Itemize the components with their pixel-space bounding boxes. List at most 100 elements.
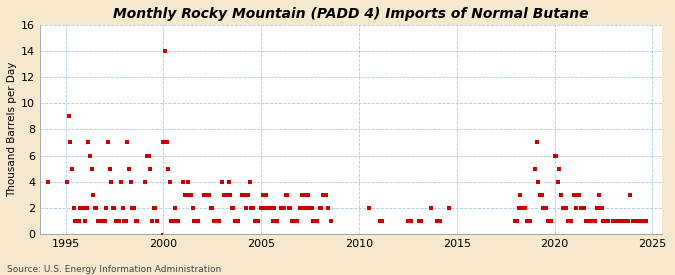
Point <box>570 206 581 210</box>
Point <box>616 219 627 223</box>
Point <box>622 219 633 223</box>
Point <box>319 192 330 197</box>
Point <box>103 140 113 145</box>
Point <box>522 219 533 223</box>
Point <box>432 219 443 223</box>
Point <box>120 219 131 223</box>
Point <box>226 206 237 210</box>
Point <box>166 219 177 223</box>
Point <box>637 219 648 223</box>
Point <box>590 219 601 223</box>
Point <box>287 219 298 223</box>
Point <box>241 206 252 210</box>
Point <box>580 219 591 223</box>
Point <box>238 192 248 197</box>
Point <box>95 219 105 223</box>
Point <box>265 206 276 210</box>
Point <box>275 206 286 210</box>
Point <box>264 206 275 210</box>
Point <box>236 192 247 197</box>
Point <box>111 219 122 223</box>
Point <box>65 140 76 145</box>
Point <box>404 219 415 223</box>
Point <box>129 206 140 210</box>
Point <box>163 166 173 171</box>
Point <box>280 192 291 197</box>
Point <box>61 180 72 184</box>
Point <box>624 192 635 197</box>
Point <box>558 206 568 210</box>
Point <box>575 206 586 210</box>
Point <box>306 206 317 210</box>
Point <box>233 219 244 223</box>
Point <box>272 219 283 223</box>
Point <box>181 192 192 197</box>
Point <box>186 192 196 197</box>
Point <box>363 206 374 210</box>
Point <box>189 219 200 223</box>
Point <box>375 219 385 223</box>
Point <box>91 206 102 210</box>
Point <box>569 192 580 197</box>
Point <box>140 180 151 184</box>
Point <box>641 219 651 223</box>
Point <box>204 192 215 197</box>
Point <box>76 206 87 210</box>
Point <box>298 206 309 210</box>
Point <box>292 219 302 223</box>
Point <box>601 219 612 223</box>
Point <box>585 219 596 223</box>
Point <box>143 153 154 158</box>
Point <box>595 206 605 210</box>
Point <box>117 206 128 210</box>
Point <box>629 219 640 223</box>
Point <box>433 219 444 223</box>
Point <box>611 219 622 223</box>
Point <box>530 166 541 171</box>
Point <box>99 219 110 223</box>
Point <box>304 206 315 210</box>
Point <box>290 219 301 223</box>
Point <box>619 219 630 223</box>
Point <box>213 219 224 223</box>
Point <box>261 192 271 197</box>
Point <box>252 219 263 223</box>
Point <box>551 153 562 158</box>
Point <box>158 140 169 145</box>
Point <box>142 153 153 158</box>
Point <box>83 140 94 145</box>
Point <box>277 206 288 210</box>
Point <box>578 206 589 210</box>
Point <box>536 192 547 197</box>
Point <box>630 219 641 223</box>
Point <box>246 206 256 210</box>
Point <box>192 219 203 223</box>
Point <box>326 219 337 223</box>
Point <box>296 192 307 197</box>
Point <box>70 219 81 223</box>
Point <box>96 219 107 223</box>
Point <box>628 219 639 223</box>
Point <box>632 219 643 223</box>
Point <box>425 206 436 210</box>
Point <box>179 192 190 197</box>
Point <box>112 219 123 223</box>
Point <box>544 219 555 223</box>
Point <box>122 140 133 145</box>
Point <box>126 180 136 184</box>
Point <box>636 219 647 223</box>
Point <box>90 206 101 210</box>
Point <box>72 219 82 223</box>
Point <box>109 206 120 210</box>
Point <box>145 166 156 171</box>
Point <box>613 219 624 223</box>
Point <box>599 219 610 223</box>
Point <box>538 206 549 210</box>
Point <box>323 206 333 210</box>
Point <box>315 206 325 210</box>
Point <box>81 206 92 210</box>
Point <box>119 219 130 223</box>
Point <box>560 206 571 210</box>
Point <box>515 192 526 197</box>
Title: Monthly Rocky Mountain (PADD 4) Imports of Normal Butane: Monthly Rocky Mountain (PADD 4) Imports … <box>113 7 589 21</box>
